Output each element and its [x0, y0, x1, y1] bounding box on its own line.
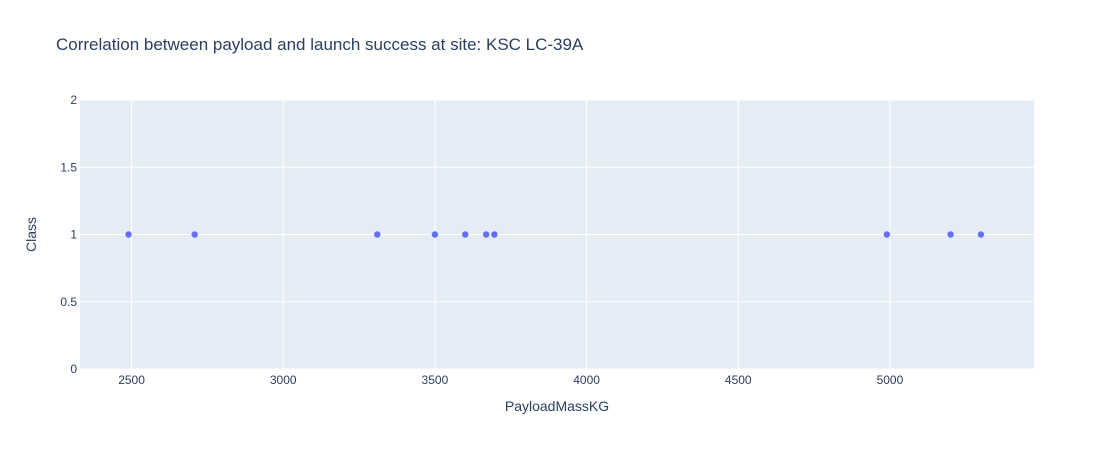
x-tick-label: 4500 — [725, 373, 752, 387]
data-point[interactable] — [482, 231, 490, 238]
y-tick-labels: 0 0.5 1 1.5 2 — [60, 93, 77, 376]
x-tick-label: 4000 — [573, 373, 600, 387]
data-point[interactable] — [462, 231, 469, 238]
data-point[interactable] — [431, 231, 439, 238]
x-tick-label: 2500 — [118, 373, 145, 387]
data-points — [125, 231, 985, 238]
x-tick-label: 3000 — [270, 373, 297, 387]
data-point[interactable] — [125, 231, 132, 238]
y-tick-label: 2 — [70, 93, 77, 107]
data-point[interactable] — [947, 231, 954, 238]
x-tick-labels: 2500 3000 3500 4000 4500 5000 — [118, 373, 903, 387]
y-tick-label: 0.5 — [60, 295, 77, 309]
y-gridlines — [80, 99, 1034, 370]
data-point[interactable] — [491, 231, 498, 238]
y-tick-label: 1.5 — [60, 160, 77, 174]
x-tick-label: 3500 — [422, 373, 449, 387]
y-tick-label: 1 — [70, 228, 77, 242]
y-tick-label: 0 — [70, 362, 77, 376]
y-axis-title: Class — [23, 217, 39, 252]
x-axis-title: PayloadMassKG — [505, 398, 609, 414]
chart-title: Correlation between payload and launch s… — [56, 35, 584, 54]
data-point[interactable] — [374, 231, 381, 238]
data-point[interactable] — [977, 231, 985, 238]
data-point[interactable] — [883, 231, 891, 238]
x-tick-label: 5000 — [877, 373, 904, 387]
data-point[interactable] — [191, 231, 198, 238]
